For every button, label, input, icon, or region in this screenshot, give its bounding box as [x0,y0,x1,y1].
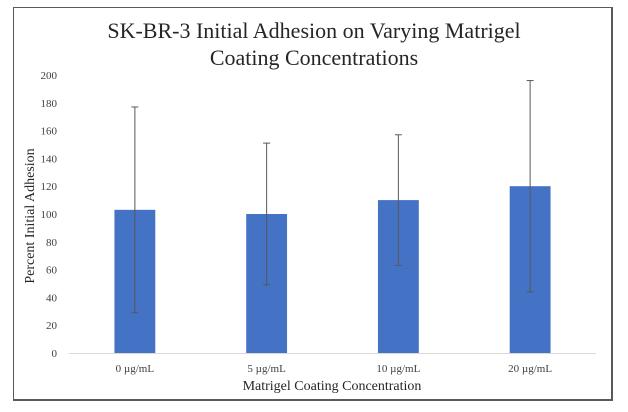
y-tick-label: 160 [41,126,58,138]
y-tick-label: 100 [41,209,58,221]
y-tick-label: 140 [41,153,58,165]
y-tick-label: 20 [46,320,58,332]
x-tick-label: 0 µg/mL [116,363,155,375]
y-tick-label: 40 [46,292,58,304]
y-tick-label: 80 [46,237,58,249]
bars [114,186,551,353]
y-tick-label: 200 [41,70,58,82]
chart-title-line-2: Coating Concentrations [210,45,418,70]
y-axis-ticks: 0 20 40 60 80 100 120 140 160 180 200 [41,70,58,360]
y-axis-title: Percent Initial Adhesion [23,148,38,283]
x-axis-ticks: 0 µg/mL 5 µg/mL 10 µg/mL 20 µg/mL [116,363,553,375]
y-tick-label: 60 [46,265,58,277]
x-tick-label: 20 µg/mL [508,363,552,375]
error-bars [131,80,534,314]
chart-title-line-1: SK-BR-3 Initial Adhesion on Varying Matr… [107,18,520,43]
x-axis-title: Matrigel Coating Concentration [243,379,422,394]
x-tick-label: 10 µg/mL [376,363,420,375]
x-tick-label: 5 µg/mL [247,363,286,375]
y-tick-label: 180 [41,98,58,110]
y-tick-label: 120 [41,181,58,193]
y-tick-label: 0 [52,348,58,360]
